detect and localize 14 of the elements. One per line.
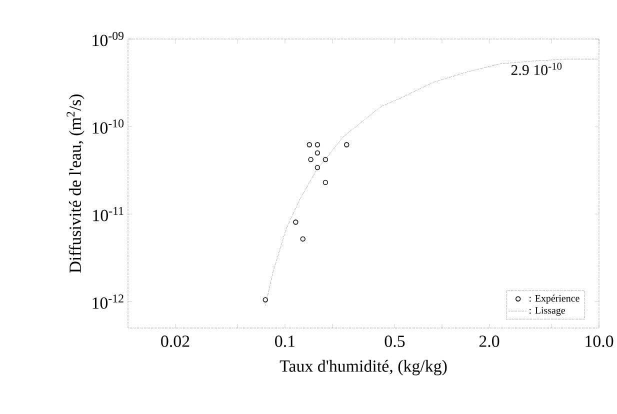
y-tick-label: 10$^{-10}$ [92,119,124,134]
y-tick-label: 10$^{-11}$ [93,206,124,222]
annotation: 2.9 10$^{-10}$ [511,62,562,76]
x-tick-label: 10.0 [586,336,614,348]
y-tick-label: 10$^{-12}$ [92,294,124,309]
y-tick-label: 10$^{-09}$ [92,32,124,46]
x-tick-label: 2.0 [479,336,500,348]
x-axis-title: Taux d'humidité, (kg/kg) [280,360,447,376]
x-tick-label: 0.5 [384,336,405,348]
y-axis-title: Diffusivité de l'eau, (m$^{2}$/s) [66,94,84,273]
legend-label: : Lissage [530,307,565,316]
x-tick-label: 0.1 [275,336,295,348]
legend-label: : Expérience [530,294,580,304]
x-tick-label: 0.02 [161,336,190,348]
